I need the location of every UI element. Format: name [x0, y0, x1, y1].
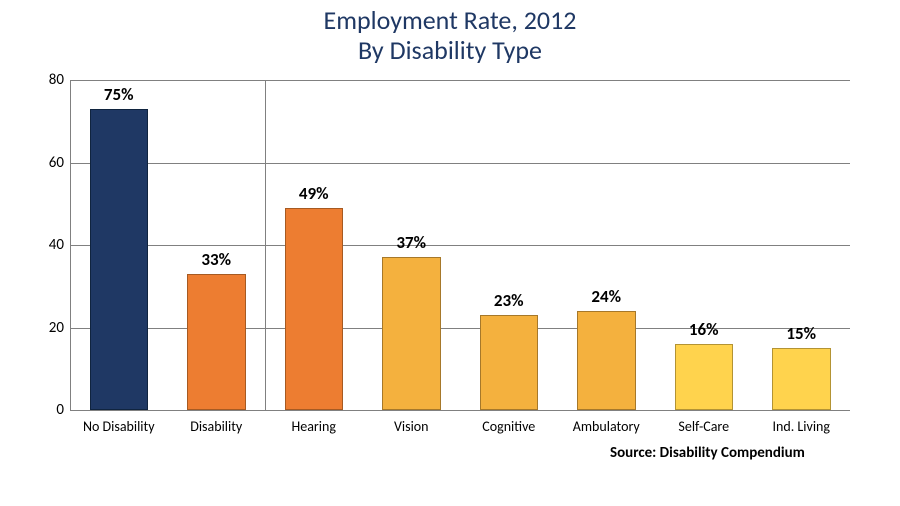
chart-container: Employment Rate, 2012 By Disability Type…	[0, 0, 900, 506]
category-label: Ambulatory	[573, 418, 640, 435]
bar-value-label: 15%	[786, 323, 816, 344]
source-text: Source: Disability Compendium	[610, 444, 805, 462]
bar-value-label: 49%	[299, 183, 329, 204]
group-divider	[265, 80, 266, 410]
chart-title: Employment Rate, 2012 By Disability Type	[0, 6, 900, 66]
chart-title-line2: By Disability Type	[358, 34, 542, 66]
y-tick-label: 80	[30, 71, 64, 89]
bar-value-label: 75%	[104, 84, 134, 105]
category-label: Self-Care	[678, 418, 729, 435]
bar	[187, 274, 246, 410]
bar-value-label: 16%	[689, 319, 719, 340]
category-label: Disability	[190, 418, 242, 435]
y-tick-label: 20	[30, 319, 64, 337]
gridline	[70, 80, 850, 81]
bar-value-label: 33%	[201, 249, 231, 270]
category-label: Cognitive	[482, 418, 535, 435]
plot-area: 02040608075%No Disability33%Disability49…	[70, 80, 850, 410]
y-tick-label: 40	[30, 236, 64, 254]
x-axis	[70, 410, 850, 411]
bar	[90, 109, 149, 410]
bar-value-label: 23%	[494, 290, 524, 311]
bar	[675, 344, 734, 410]
category-label: Hearing	[292, 418, 336, 435]
chart-title-line1: Employment Rate, 2012	[324, 4, 577, 36]
y-tick-label: 0	[30, 401, 64, 419]
bar	[772, 348, 831, 410]
bar	[285, 208, 344, 410]
bar-value-label: 37%	[396, 232, 426, 253]
gridline	[70, 245, 850, 246]
category-label: Ind. Living	[772, 418, 830, 435]
bar-value-label: 24%	[591, 286, 621, 307]
gridline	[70, 163, 850, 164]
y-tick-label: 60	[30, 154, 64, 172]
bar	[480, 315, 539, 410]
bar	[577, 311, 636, 410]
bar	[382, 257, 441, 410]
category-label: No Disability	[83, 418, 155, 435]
category-label: Vision	[394, 418, 429, 435]
